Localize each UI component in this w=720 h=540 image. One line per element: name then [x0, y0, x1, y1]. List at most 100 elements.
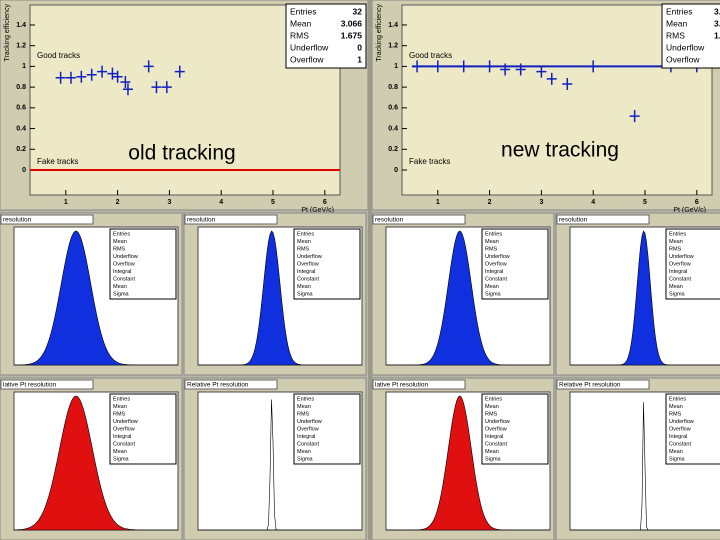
histogram-stats-name: Overflow: [485, 261, 507, 267]
histogram-stats-name: Mean: [297, 239, 311, 245]
histogram-stats-name: Integral: [297, 269, 315, 275]
histogram-stats-name: Overflow: [297, 261, 319, 267]
histogram-stats-name: Overflow: [485, 426, 507, 432]
efficiency-point: [97, 65, 108, 78]
x-tick-label: 2: [488, 199, 492, 206]
stats-name: Mean: [290, 18, 312, 28]
histogram-stats-name: Entries: [669, 231, 686, 237]
histogram-stats-name: Constant: [113, 441, 135, 447]
histogram-stats-name: Overflow: [669, 426, 691, 432]
x-axis-title: Pt (GeV/c): [301, 207, 334, 214]
histogram-stats-name: Underflow: [485, 419, 510, 425]
stats-value: 3.: [714, 18, 720, 28]
efficiency-point: [500, 63, 511, 76]
histogram-stats-name: Constant: [297, 441, 319, 447]
histogram-stats-name: Sigma: [113, 456, 130, 462]
histogram-stats-name: Entries: [669, 396, 686, 402]
title-box: [556, 379, 650, 390]
good-label: Good tracks: [37, 51, 80, 60]
efficiency-point: [143, 60, 154, 73]
histogram-stats-name: Underflow: [113, 419, 138, 425]
histogram-title: resolution: [559, 217, 588, 224]
histogram-stats-name: RMS: [297, 411, 310, 417]
histogram-stats: [109, 393, 177, 465]
histogram-shape: [386, 230, 550, 366]
histogram-stats-name: Mean: [297, 449, 311, 455]
histogram-stats-name: Mean: [669, 239, 683, 245]
stats-box: [661, 3, 720, 69]
divider: [368, 0, 372, 540]
y-tick-label: 0.4: [388, 125, 398, 132]
histogram-stats-name: RMS: [669, 246, 682, 252]
histogram-stats-name: Sigma: [297, 291, 314, 297]
y-tick-label: 0.6: [388, 105, 398, 112]
histogram-stats-name: Integral: [297, 434, 315, 440]
y-tick-label: 0.2: [388, 146, 398, 153]
histogram-stats-name: Mean: [113, 449, 127, 455]
title-box: [184, 379, 278, 390]
y-axis-title: Tracking efficiency: [4, 4, 11, 62]
stats-name: RMS: [290, 30, 309, 40]
stats-value: 1: [357, 54, 362, 64]
histogram-shape: [198, 230, 362, 366]
stats-name: Overflow: [290, 54, 324, 64]
efficiency-point: [174, 65, 185, 78]
histogram-stats-name: Underflow: [485, 254, 510, 260]
tracking-label: new tracking: [501, 139, 619, 162]
y-tick-label: 1: [22, 63, 26, 70]
y-tick-label: 1: [394, 63, 398, 70]
tracking-label: old tracking: [128, 142, 235, 165]
histogram-stats-name: Underflow: [113, 254, 138, 260]
histogram-title: lative Pt resolution: [375, 382, 428, 389]
y-tick-label: 0: [22, 167, 26, 174]
stats-name: Entries: [666, 6, 692, 16]
histogram-stats-name: Integral: [113, 434, 131, 440]
efficiency-point: [484, 60, 495, 73]
stats-name: Overflow: [666, 54, 700, 64]
efficiency-point: [536, 65, 547, 78]
efficiency-point: [432, 60, 443, 73]
stats-name: RMS: [666, 30, 685, 40]
stats-value: 1.: [714, 30, 720, 40]
histogram-stats-name: RMS: [113, 246, 126, 252]
y-tick-label: 0.2: [16, 146, 26, 153]
histogram-stats-name: RMS: [485, 411, 498, 417]
histogram-stats-name: Entries: [113, 231, 130, 237]
histogram-stats: [481, 228, 549, 300]
histogram-stats-name: Constant: [669, 441, 691, 447]
stats-name: Mean: [666, 18, 688, 28]
stats-name: Underflow: [290, 42, 329, 52]
histogram-stats-name: Mean: [485, 404, 499, 410]
efficiency-point: [412, 60, 423, 73]
x-axis-title: Pt (GeV/c): [673, 207, 706, 214]
histogram-stats-name: Constant: [297, 276, 319, 282]
histogram-stats-name: RMS: [113, 411, 126, 417]
histogram-stats: [293, 393, 361, 465]
histogram-stats-name: RMS: [669, 411, 682, 417]
efficiency-point: [546, 72, 557, 85]
title-box: [184, 214, 278, 225]
histogram-stats-name: Integral: [113, 269, 131, 275]
histogram-stats-name: Mean: [485, 449, 499, 455]
histogram-title: lative Pt resolution: [3, 382, 56, 389]
efficiency-point: [120, 75, 131, 88]
title-box: [0, 214, 94, 225]
title-box: [372, 379, 466, 390]
histogram-stats-name: RMS: [485, 246, 498, 252]
x-tick-label: 1: [436, 199, 440, 206]
efficiency-point: [122, 83, 133, 96]
efficiency-point: [515, 63, 526, 76]
histogram-stats-name: Entries: [297, 396, 314, 402]
stats-value: 3.: [714, 6, 720, 16]
histogram-stats-name: Entries: [297, 231, 314, 237]
histogram-stats-name: Overflow: [669, 261, 691, 267]
efficiency-point: [161, 81, 172, 94]
efficiency-point: [629, 110, 640, 123]
histogram-stats-name: Mean: [669, 284, 683, 290]
histogram-title: Relative Pt resolution: [559, 382, 621, 389]
histogram-stats-name: Integral: [485, 269, 503, 275]
y-axis-title: Tracking efficiency: [376, 4, 383, 62]
efficiency-point: [76, 70, 87, 83]
histogram-stats: [481, 393, 549, 465]
